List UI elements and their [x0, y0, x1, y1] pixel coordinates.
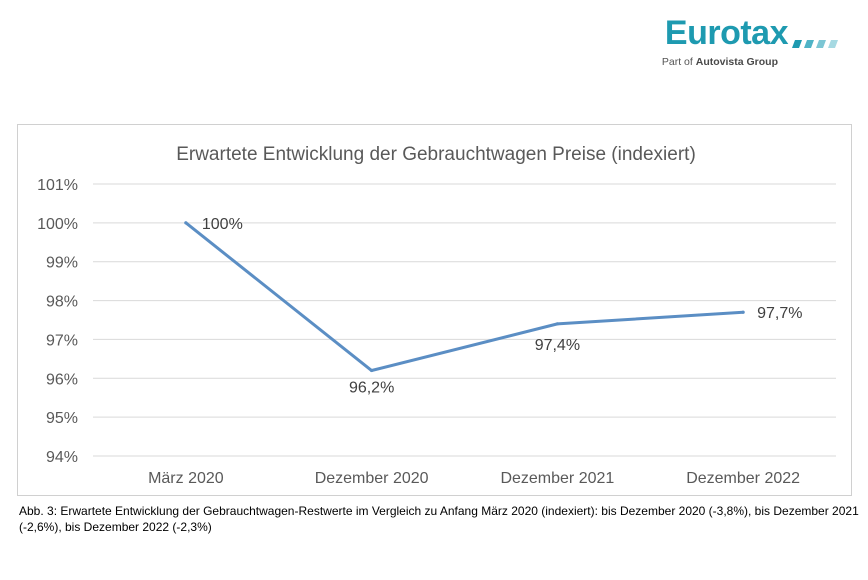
chart-area: Erwartete Entwicklung der Gebrauchtwagen…	[17, 124, 852, 496]
y-tick-label: 95%	[46, 410, 78, 427]
logo-tagline-prefix: Part of	[661, 56, 693, 68]
x-tick-label: Dezember 2022	[686, 470, 800, 487]
eurotax-logo: Eurotax Part of Autovista Group	[656, 16, 846, 72]
y-tick-label: 99%	[46, 255, 78, 272]
y-tick-label: 96%	[46, 371, 78, 388]
x-tick-label: Dezember 2020	[315, 470, 429, 487]
y-tick-label: 101%	[37, 177, 78, 194]
data-label: 96,2%	[349, 380, 394, 397]
x-tick-label: Dezember 2021	[500, 470, 614, 487]
data-point	[555, 322, 559, 326]
y-tick-label: 94%	[46, 449, 78, 466]
logo-wordmark: Eurotax	[664, 14, 789, 52]
series-line	[184, 221, 745, 373]
y-tick-label: 100%	[37, 216, 78, 233]
logo-tagline-group: Autovista Group	[695, 56, 778, 68]
data-point	[184, 221, 188, 225]
data-label: 100%	[202, 216, 243, 233]
data-point	[741, 310, 745, 314]
y-tick-label: 98%	[46, 294, 78, 311]
data-label: 97,4%	[535, 337, 580, 354]
y-axis-ticks: 101% 100% 99% 98% 97% 96% 95% 94%	[37, 177, 78, 466]
data-labels: 100% 96,2% 97,4% 97,7%	[202, 216, 803, 397]
chart-title: Erwartete Entwicklung der Gebrauchtwagen…	[176, 144, 696, 165]
data-label: 97,7%	[757, 305, 802, 322]
y-tick-label: 97%	[46, 332, 78, 349]
chart-gridlines	[93, 183, 836, 457]
data-point	[370, 368, 374, 373]
logo-dots-icon	[792, 40, 838, 48]
series-layer	[184, 221, 745, 373]
line-chart: Erwartete Entwicklung der Gebrauchtwagen…	[37, 144, 836, 487]
x-tick-label: März 2020	[148, 470, 224, 487]
logo-tagline: Part of Autovista Group	[662, 56, 778, 68]
x-axis-ticks: März 2020 Dezember 2020 Dezember 2021 Dezem…	[148, 470, 800, 487]
figure-caption: Abb. 3: Erwartete Entwicklung der Gebrau…	[19, 504, 859, 534]
